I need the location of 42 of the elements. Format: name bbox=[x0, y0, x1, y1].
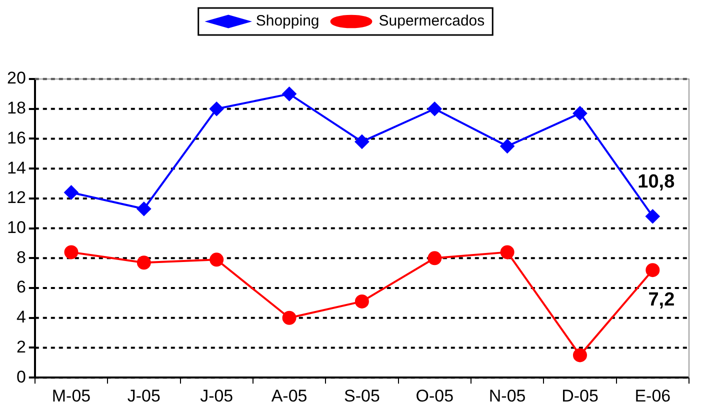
point bbox=[282, 86, 296, 101]
point bbox=[500, 139, 514, 154]
legend-label: Shopping bbox=[256, 12, 320, 30]
y-tick-label: 4 bbox=[16, 308, 26, 327]
y-tick-label: 20 bbox=[6, 68, 26, 88]
legend-label: Supermercados bbox=[378, 12, 485, 30]
y-tick-label: 6 bbox=[16, 278, 26, 297]
point bbox=[572, 348, 587, 362]
point bbox=[572, 106, 587, 120]
data-label: 10,8 bbox=[638, 172, 675, 193]
point bbox=[210, 102, 224, 116]
x-tick-label: J-05 bbox=[200, 386, 234, 406]
y-tick-label: 16 bbox=[6, 128, 26, 148]
x-tick-label: D-05 bbox=[562, 386, 598, 406]
point bbox=[282, 310, 296, 325]
point bbox=[64, 245, 78, 260]
y-tick-label: 0 bbox=[16, 367, 26, 386]
x-tick-label: N-05 bbox=[488, 386, 526, 406]
point bbox=[646, 209, 660, 224]
y-tick-label: 14 bbox=[6, 158, 26, 178]
point bbox=[136, 202, 151, 216]
y-tick-label: 12 bbox=[6, 188, 26, 208]
y-tick-label: 10 bbox=[6, 218, 26, 237]
x-tick-label: E-06 bbox=[634, 386, 671, 406]
point bbox=[136, 256, 151, 270]
x-tick-label: S-05 bbox=[344, 386, 380, 406]
point bbox=[64, 185, 78, 200]
x-tick-label: M-05 bbox=[52, 386, 91, 406]
point bbox=[428, 251, 442, 266]
x-tick-label: A-05 bbox=[271, 386, 308, 406]
point bbox=[210, 252, 224, 267]
point bbox=[354, 294, 369, 308]
point bbox=[428, 102, 442, 116]
x-tick-label: J-05 bbox=[127, 386, 160, 406]
data-label: 7,2 bbox=[648, 289, 675, 310]
point bbox=[354, 134, 369, 149]
point bbox=[500, 245, 514, 260]
y-tick-label: 8 bbox=[16, 248, 26, 267]
y-tick-label: 18 bbox=[6, 98, 26, 118]
point bbox=[646, 263, 660, 278]
y-tick-label: 2 bbox=[16, 337, 26, 356]
x-tick-label: O-05 bbox=[416, 386, 454, 406]
